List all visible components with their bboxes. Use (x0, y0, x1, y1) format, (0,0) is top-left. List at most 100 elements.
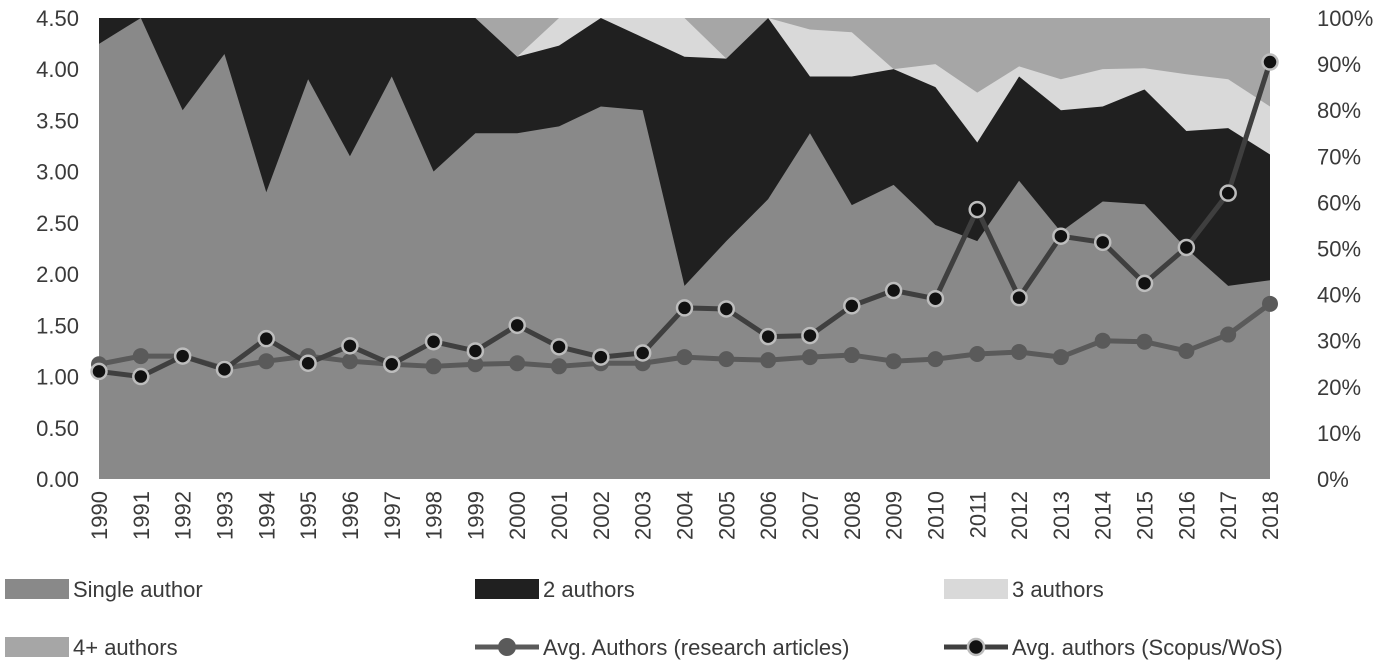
point-avg-authors-scopus-wos (884, 281, 903, 300)
left-tick-label: 0.50 (36, 416, 79, 441)
point-avg-authors-scopus-wos (508, 316, 526, 335)
x-tick-label: 2018 (1258, 491, 1283, 540)
right-axis-ticks: 0% 10% 20% 30% 40% 50% 60% 70% 80% 90% 100% (1317, 6, 1373, 492)
legend-label: Avg. authors (Scopus/WoS) (1012, 635, 1283, 660)
point-avg-authors-research-articles (1136, 333, 1153, 350)
point-avg-authors-scopus-wos (215, 360, 234, 379)
x-tick-label: 2003 (631, 491, 656, 540)
point-avg-authors-research-articles (969, 346, 986, 363)
point-avg-authors-research-articles (467, 356, 484, 373)
point-avg-authors-scopus-wos (90, 362, 108, 381)
point-avg-authors-research-articles (676, 349, 693, 366)
x-tick-label: 2010 (923, 491, 948, 540)
x-tick-label: 1992 (171, 491, 196, 540)
legend-item-4-authors: 4+ authors (5, 635, 178, 660)
legend-item-avg-authors-scopus-wos: Avg. authors (Scopus/WoS) (944, 635, 1283, 660)
x-tick-label: 2012 (1007, 491, 1032, 540)
x-tick-label: 1994 (254, 491, 279, 540)
x-tick-label: 2000 (505, 491, 530, 540)
x-tick-label: 1998 (422, 491, 447, 540)
right-tick-label: 20% (1317, 375, 1361, 400)
point-avg-authors-scopus-wos (675, 299, 694, 317)
legend-label: Avg. Authors (research articles) (543, 635, 850, 660)
point-avg-authors-research-articles (885, 353, 902, 370)
point-avg-authors-scopus-wos (759, 327, 777, 346)
point-avg-authors-scopus-wos (633, 344, 652, 362)
point-avg-authors-scopus-wos (466, 342, 485, 360)
point-avg-authors-scopus-wos (383, 355, 401, 374)
x-axis-ticks: 1990 1991 1992 1993 1994 1995 1996 1997 1998 1999… (87, 491, 1283, 540)
legend-marker (966, 637, 986, 657)
legend-swatch (475, 579, 539, 599)
x-tick-label: 1995 (296, 491, 321, 540)
x-tick-label: 1991 (129, 491, 154, 540)
point-avg-authors-scopus-wos (132, 367, 150, 386)
right-tick-label: 60% (1317, 190, 1361, 215)
right-tick-label: 70% (1317, 144, 1361, 169)
point-avg-authors-research-articles (718, 351, 735, 368)
left-axis-ticks: 0.00 0.50 1.00 1.50 2.00 2.50 3.00 3.50 4.00 4.50 (36, 6, 79, 492)
x-tick-label: 2016 (1174, 491, 1199, 540)
point-avg-authors-scopus-wos (926, 289, 945, 308)
point-avg-authors-research-articles (258, 353, 275, 370)
point-avg-authors-scopus-wos (968, 200, 986, 219)
point-avg-authors-research-articles (425, 358, 442, 375)
point-avg-authors-research-articles (1011, 343, 1028, 360)
x-tick-label: 2014 (1091, 491, 1116, 540)
x-tick-label: 1999 (463, 491, 488, 540)
point-avg-authors-research-articles (927, 351, 944, 368)
x-tick-label: 1990 (87, 491, 112, 540)
point-avg-authors-scopus-wos (299, 354, 317, 372)
x-tick-label: 2011 (965, 491, 990, 538)
right-tick-label: 10% (1317, 421, 1361, 446)
legend-swatch (5, 637, 69, 657)
legend-item-avg-authors-research-articles: Avg. Authors (research articles) (475, 635, 850, 660)
line-layer (90, 53, 1279, 386)
point-avg-authors-scopus-wos (717, 300, 736, 318)
x-tick-label: 2013 (1049, 491, 1074, 540)
x-tick-label: 2006 (756, 491, 781, 540)
legend: Single author 2 authors 3 authors 4+ author… (5, 577, 1283, 660)
legend-label: 4+ authors (73, 635, 178, 660)
legend-label: Single author (73, 577, 203, 602)
left-tick-label: 2.50 (36, 211, 79, 236)
left-tick-label: 1.00 (36, 365, 79, 390)
legend-swatch (5, 579, 69, 599)
right-tick-label: 30% (1317, 329, 1361, 354)
point-avg-authors-scopus-wos (1010, 288, 1028, 307)
point-avg-authors-research-articles (341, 353, 358, 370)
legend-item-2-authors: 2 authors (475, 577, 635, 602)
point-avg-authors-scopus-wos (1135, 274, 1154, 293)
left-tick-label: 3.00 (36, 160, 79, 185)
point-avg-authors-scopus-wos (341, 337, 359, 355)
left-tick-label: 0.00 (36, 467, 79, 492)
right-tick-label: 100% (1317, 6, 1373, 31)
right-tick-label: 40% (1317, 283, 1361, 308)
point-avg-authors-scopus-wos (592, 348, 610, 366)
x-tick-label: 2015 (1133, 491, 1158, 540)
right-tick-label: 80% (1317, 98, 1361, 123)
point-avg-authors-scopus-wos (424, 332, 443, 351)
point-avg-authors-research-articles (760, 352, 777, 369)
point-avg-authors-research-articles (1220, 326, 1237, 343)
point-avg-authors-scopus-wos (1177, 238, 1196, 257)
left-tick-label: 4.00 (36, 57, 79, 82)
x-tick-label: 1997 (380, 491, 405, 540)
point-avg-authors-scopus-wos (801, 326, 819, 345)
point-avg-authors-scopus-wos (1052, 227, 1070, 245)
point-avg-authors-research-articles (1052, 349, 1069, 366)
right-tick-label: 0% (1317, 467, 1349, 492)
left-tick-label: 3.50 (36, 108, 79, 133)
point-avg-authors-research-articles (1178, 342, 1195, 359)
x-tick-label: 2001 (547, 491, 572, 540)
legend-marker (498, 638, 516, 656)
legend-label: 3 authors (1012, 577, 1104, 602)
legend-item-3-authors: 3 authors (944, 577, 1104, 602)
point-avg-authors-scopus-wos (1093, 233, 1112, 252)
left-tick-label: 1.50 (36, 313, 79, 338)
point-avg-authors-research-articles (1094, 332, 1111, 349)
left-tick-label: 2.00 (36, 262, 79, 287)
point-avg-authors-research-articles (132, 348, 149, 365)
x-tick-label: 2008 (840, 491, 865, 540)
